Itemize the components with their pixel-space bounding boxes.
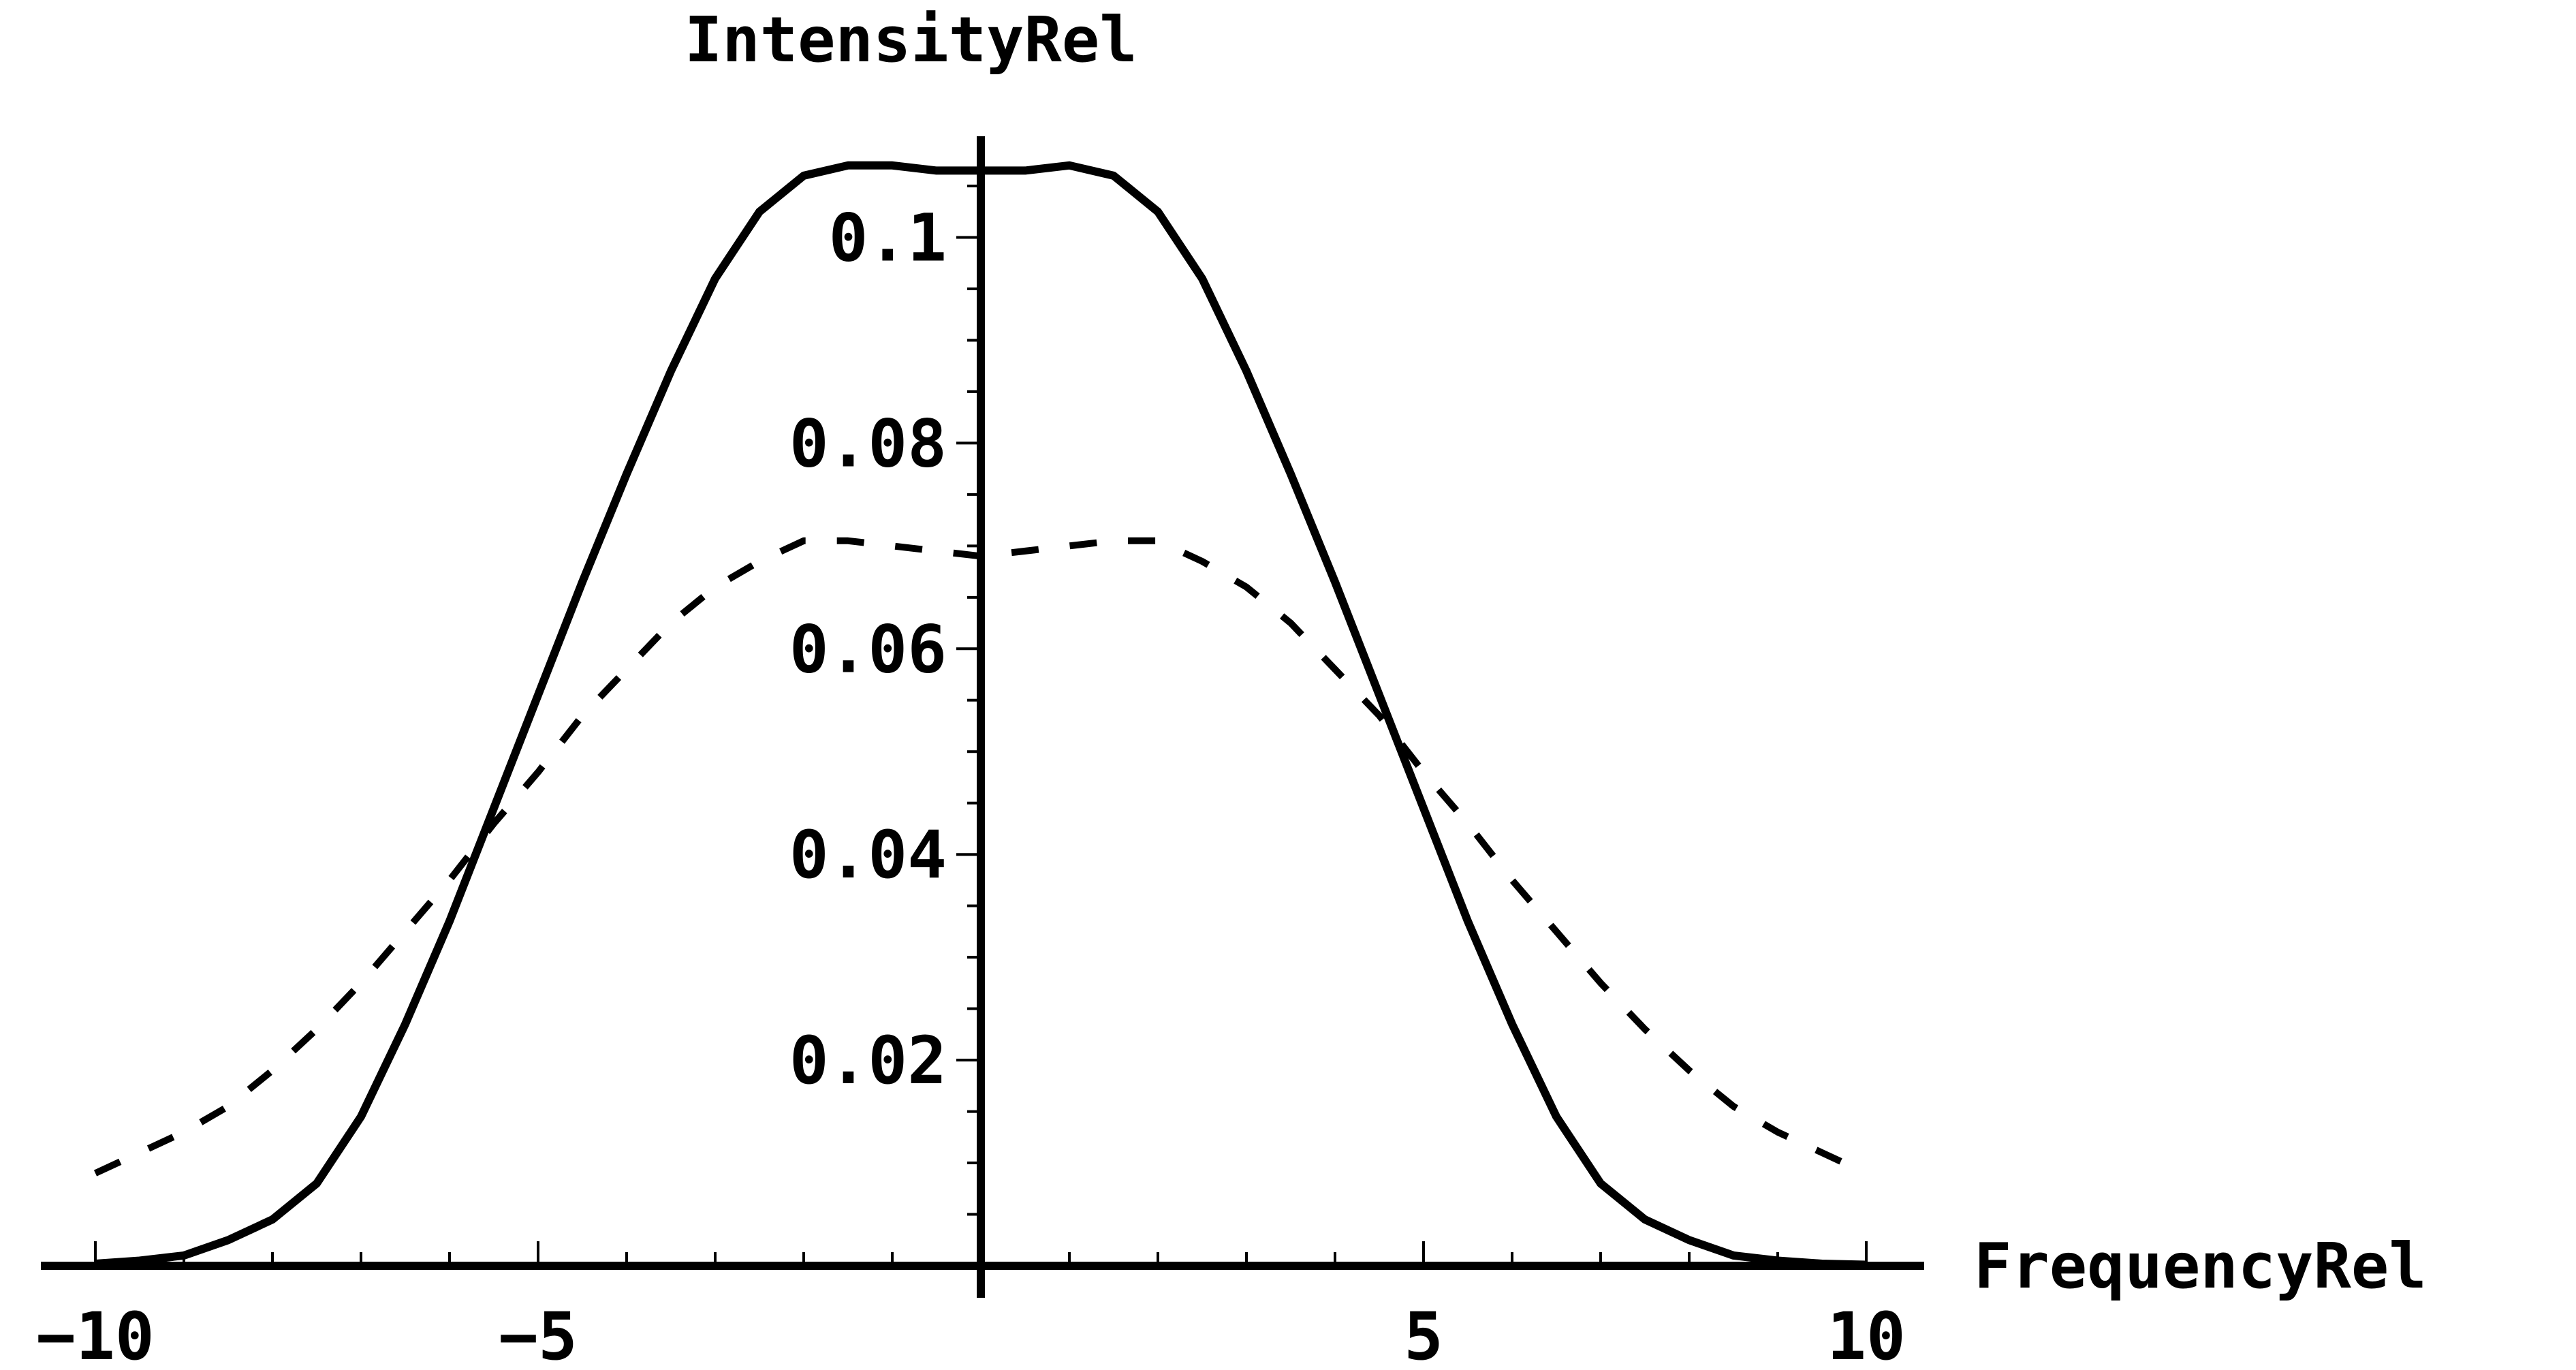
x-tick-label: −10: [36, 1298, 154, 1370]
axes-layer: [41, 136, 1924, 1298]
x-tick-label: 10: [1827, 1298, 1906, 1370]
y-axis-label: IntensityRel: [685, 3, 1137, 76]
y-tick-label: 0.06: [789, 611, 947, 687]
tick-layer: −10 −5 5 10 0.02 0.04 0.06 0.08 0.1: [36, 185, 1906, 1370]
y-tick-label: 0.02: [789, 1023, 947, 1099]
y-tick-label: 0.1: [829, 200, 947, 277]
x-axis-label: FrequencyRel: [1974, 1230, 2427, 1303]
x-tick-label: 5: [1404, 1298, 1443, 1370]
y-tick-label: 0.04: [789, 817, 947, 893]
x-tick-label: −5: [499, 1298, 578, 1370]
y-tick-label: 0.08: [789, 405, 947, 482]
series-line-dashed: [93, 537, 1868, 1177]
